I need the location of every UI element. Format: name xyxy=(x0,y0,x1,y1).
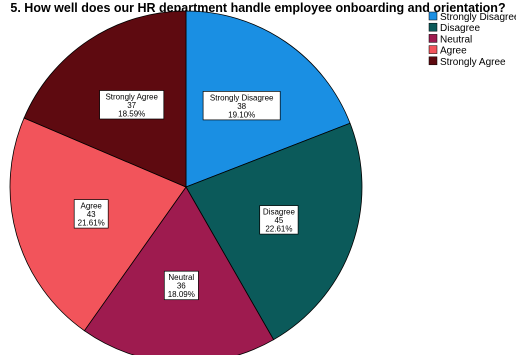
slice-label-box xyxy=(259,205,299,235)
legend-item-strongly-agree: Strongly Agree xyxy=(428,56,506,68)
slice-label-name: Strongly Disagree xyxy=(210,93,274,102)
slice-label-percent: 19.10% xyxy=(228,110,255,119)
slice-label-count: 38 xyxy=(237,102,246,111)
legend-label: Strongly Disagree xyxy=(440,12,516,23)
slice-label-box xyxy=(163,270,199,301)
legend-label: Disagree xyxy=(440,23,480,34)
legend-item-neutral: Neutral xyxy=(428,34,472,45)
legend-label: Agree xyxy=(440,46,467,57)
slice-label-name: Agree xyxy=(81,202,103,211)
slice-label-count: 43 xyxy=(87,210,96,219)
slice-label-percent: 22.61% xyxy=(265,225,292,234)
legend-swatch xyxy=(428,45,438,54)
slice-label-box xyxy=(73,199,109,229)
legend-item-strongly-disagree: Strongly Disagree xyxy=(428,11,516,23)
slice-label-percent: 21.61% xyxy=(78,219,105,228)
legend: Strongly DisagreeDisagreeNeutralAgreeStr… xyxy=(428,11,516,68)
slice-label-percent: 18.59% xyxy=(118,110,145,119)
slice-label-name: Strongly Agree xyxy=(105,93,158,102)
legend-item-disagree: Disagree xyxy=(428,22,480,34)
legend-swatch xyxy=(428,34,438,43)
legend-label: Strongly Agree xyxy=(440,57,506,68)
legend-swatch xyxy=(428,22,438,32)
legend-swatch xyxy=(428,11,438,21)
slice-label-name: Disagree xyxy=(263,208,296,217)
slice-label-percent: 18.09% xyxy=(168,290,195,299)
slice-label-count: 36 xyxy=(177,282,186,291)
pie-slices xyxy=(9,10,363,355)
slice-label-name: Neutral xyxy=(168,273,194,282)
legend-label: Neutral xyxy=(440,34,472,45)
slice-label-count: 37 xyxy=(127,101,136,110)
slice-label-box xyxy=(99,90,165,120)
chart-title: 5. How well does our HR department handl… xyxy=(10,1,505,15)
legend-swatch xyxy=(428,56,438,66)
slice-label-box xyxy=(202,91,281,121)
legend-item-agree: Agree xyxy=(428,45,467,57)
slice-label-count: 45 xyxy=(274,216,283,225)
